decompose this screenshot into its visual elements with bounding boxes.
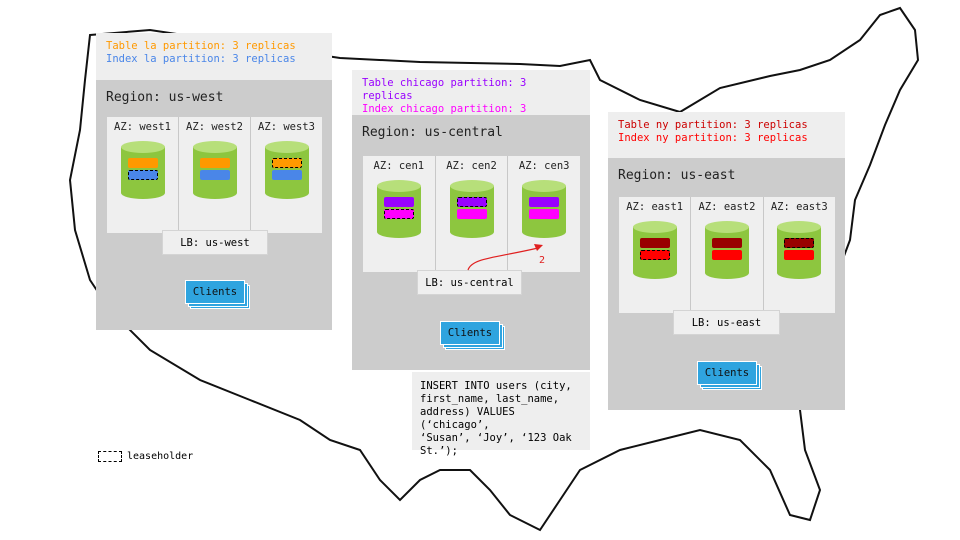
availability-zone: AZ: west3 [251,117,322,233]
index-replica [529,209,560,219]
clients-label: Clients [192,286,238,298]
az-label: AZ: cen2 [446,160,497,172]
table-replica [529,197,560,207]
cylinder-top [632,221,677,233]
table-replica [199,158,230,168]
availability-zone: AZ: west2 [179,117,251,233]
database-node-icon [264,141,309,205]
clients-label: Clients [704,367,750,379]
clients-button[interactable]: Clients [440,321,505,350]
clients-button[interactable]: Clients [697,361,762,390]
az-container: AZ: east1 AZ: east2 AZ: east3 [619,197,835,313]
region-label: Region: us-east [618,168,736,183]
az-container: AZ: west1 AZ: west2 AZ: west3 [107,117,322,233]
database-node-icon [777,221,822,285]
cylinder-top [522,180,567,192]
index-replica [639,250,670,260]
partition-note: Table ny partition: 3 replicas Index ny p… [608,112,845,158]
az-label: AZ: east1 [626,201,684,213]
index-replica [127,170,158,180]
cylinder-top [120,141,165,153]
index-replica [711,250,742,260]
legend-label: leaseholder [127,451,194,462]
availability-zone: AZ: cen3 [508,156,580,272]
az-label: AZ: cen3 [518,160,570,172]
sql-statement: INSERT INTO users (city, first_name, las… [412,372,590,457]
cylinder-top [376,180,421,192]
load-balancer: LB: us-east [673,310,780,335]
clients-button[interactable]: Clients [185,280,250,309]
cylinder-top [264,141,309,153]
table-replica [784,238,815,248]
index-partition-note: Index la partition: 3 replicas [106,53,296,65]
index-replica [383,209,414,219]
az-label: AZ: west3 [258,121,315,133]
cylinder-top [777,221,822,233]
database-node-icon [376,180,421,244]
table-partition-note: Table chicago partition: 3 replicas [362,77,527,102]
clients-front [185,280,245,304]
availability-zone: AZ: east2 [691,197,764,313]
table-replica [456,197,487,207]
region-label: Region: us-central [362,125,503,140]
database-node-icon [449,180,494,244]
clients-label: Clients [447,327,493,339]
clients-front [440,321,500,345]
leaseholder-swatch [98,451,122,462]
az-label: AZ: west1 [114,121,171,133]
availability-zone: AZ: cen1 [363,156,436,272]
index-replica [271,170,302,180]
load-balancer: LB: us-west [162,230,268,255]
cylinder-top [704,221,749,233]
availability-zone: AZ: cen2 [436,156,509,272]
database-node-icon [120,141,165,205]
availability-zone: AZ: west1 [107,117,179,233]
database-node-icon [192,141,237,205]
az-label: AZ: east2 [698,201,756,213]
table-replica [271,158,302,168]
clients-front [697,361,757,385]
az-label: AZ: west2 [186,121,243,133]
cylinder-top [449,180,494,192]
index-replica [199,170,230,180]
table-partition-note: Table la partition: 3 replicas [106,40,296,52]
load-balancer: LB: us-central [417,270,522,295]
availability-zone: AZ: east1 [619,197,692,313]
partition-note: Table la partition: 3 replicas Index la p… [96,33,332,80]
table-replica [639,238,670,248]
table-replica [711,238,742,248]
cylinder-top [192,141,237,153]
region-label: Region: us-west [106,90,224,105]
az-label: AZ: east3 [770,201,828,213]
database-node-icon [522,180,567,244]
az-label: AZ: cen1 [373,160,425,172]
database-node-icon [704,221,749,285]
index-partition-note: Index ny partition: 3 replicas [618,132,808,144]
availability-zone: AZ: east3 [764,197,835,313]
table-replica [383,197,414,207]
legend: leaseholder [98,451,193,462]
partition-note: Table chicago partition: 3 replicas Index… [352,70,590,128]
az-container: AZ: cen1 AZ: cen2 AZ: cen3 [363,156,580,272]
index-replica [784,250,815,260]
table-partition-note: Table ny partition: 3 replicas [618,119,808,131]
index-replica [456,209,487,219]
table-replica [127,158,158,168]
database-node-icon [632,221,677,285]
